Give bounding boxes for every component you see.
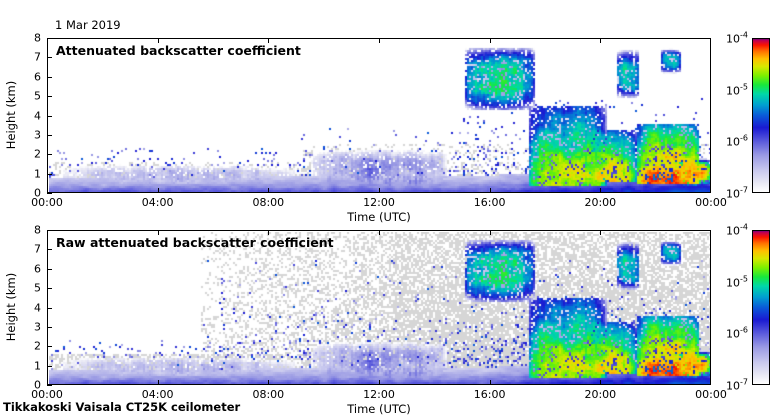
y-tick-mark bbox=[47, 76, 52, 78]
y-tick-label: 4 bbox=[34, 301, 41, 314]
heatmap-canvas-screened bbox=[49, 40, 710, 192]
y-tick-mark bbox=[47, 326, 52, 328]
y-tick-label: 7 bbox=[34, 50, 41, 64]
panel-raw-attenuated-backscatter: Raw attenuated backscatter coefficient bbox=[47, 230, 711, 385]
y-tick-label: 3 bbox=[34, 320, 41, 334]
y-tick-mark bbox=[47, 38, 52, 39]
y-tick-mark bbox=[47, 249, 52, 251]
y-tick-mark bbox=[47, 154, 52, 156]
colorbar-tick-label: 10-5 bbox=[726, 82, 748, 97]
y-tick-label: 3 bbox=[34, 128, 41, 142]
x-tick-mark bbox=[379, 188, 380, 193]
y-tick-mark bbox=[47, 57, 52, 59]
y-tick-label: 1 bbox=[34, 167, 41, 181]
colorbar-tick-label: 10-4 bbox=[726, 30, 748, 46]
x-tick-label: 04:00 bbox=[141, 196, 174, 209]
colorbar bbox=[752, 230, 770, 385]
y-tick-label: 2 bbox=[34, 147, 41, 161]
y-tick-mark bbox=[47, 115, 52, 117]
x-tick-label: 20:00 bbox=[584, 388, 617, 401]
x-tick-mark bbox=[489, 230, 491, 235]
colorbar-tick-label: 10-6 bbox=[726, 134, 748, 149]
y-tick-label: 5 bbox=[34, 281, 41, 295]
x-tick-label: 00:00 bbox=[31, 196, 63, 209]
x-tick-mark bbox=[157, 38, 159, 43]
x-tick-mark bbox=[600, 38, 602, 43]
panel-attenuated-backscatter: Attenuated backscatter coefficient bbox=[47, 38, 711, 193]
x-tick-mark bbox=[379, 38, 380, 43]
y-tick-mark bbox=[47, 134, 52, 136]
y-tick-label: 6 bbox=[34, 262, 41, 276]
x-tick-mark bbox=[268, 38, 270, 43]
colorbar-tick-label: 10-7 bbox=[726, 377, 748, 393]
y-tick-label: 5 bbox=[34, 89, 41, 103]
y-axis-label: Height (km) bbox=[4, 80, 18, 149]
x-tick-label: 12:00 bbox=[363, 388, 395, 401]
colorbar-tick-label: 10-7 bbox=[726, 185, 748, 201]
y-tick-mark bbox=[47, 173, 52, 175]
y-tick-label: 0 bbox=[34, 186, 41, 200]
y-tick-mark bbox=[47, 96, 52, 98]
x-tick-mark bbox=[379, 380, 380, 385]
y-tick-label: 8 bbox=[34, 223, 41, 237]
x-tick-mark bbox=[157, 188, 159, 193]
y-tick-mark bbox=[47, 385, 52, 386]
date-label: 1 Mar 2019 bbox=[55, 18, 121, 32]
x-tick-mark bbox=[268, 188, 270, 193]
y-tick-mark bbox=[47, 268, 52, 270]
heatmap-canvas-raw bbox=[49, 232, 710, 384]
x-tick-label: 08:00 bbox=[252, 388, 285, 401]
y-tick-label: 4 bbox=[34, 109, 41, 122]
y-tick-label: 1 bbox=[34, 359, 41, 373]
colorbar-gradient bbox=[753, 39, 769, 192]
x-tick-label: 16:00 bbox=[473, 388, 506, 401]
y-axis-label: Height (km) bbox=[4, 272, 18, 341]
x-tick-mark bbox=[489, 38, 491, 43]
colorbar-tick-label: 10-6 bbox=[726, 326, 748, 341]
x-tick-mark bbox=[268, 230, 270, 235]
colorbar-tick-label: 10-4 bbox=[726, 222, 748, 238]
x-tick-label: 08:00 bbox=[252, 196, 285, 209]
x-tick-mark bbox=[489, 380, 491, 385]
x-axis-label: Time (UTC) bbox=[347, 402, 411, 416]
x-axis-label: Time (UTC) bbox=[347, 210, 411, 224]
y-tick-label: 0 bbox=[34, 378, 41, 392]
y-tick-mark bbox=[47, 365, 52, 367]
colorbar bbox=[752, 38, 770, 193]
y-tick-mark bbox=[47, 230, 52, 231]
y-tick-label: 2 bbox=[34, 339, 41, 353]
y-tick-mark bbox=[47, 193, 52, 194]
panel-title-screened: Attenuated backscatter coefficient bbox=[56, 43, 301, 58]
x-tick-label: 16:00 bbox=[473, 196, 506, 209]
x-tick-mark bbox=[157, 230, 159, 235]
x-tick-mark bbox=[268, 380, 270, 385]
x-tick-mark bbox=[489, 188, 491, 193]
plot-area-raw[interactable]: Raw attenuated backscatter coefficient bbox=[47, 230, 711, 385]
instrument-caption: Tikkakoski Vaisala CT25K ceilometer bbox=[3, 400, 241, 414]
x-tick-label: 00:00 bbox=[695, 196, 727, 209]
x-tick-label: 04:00 bbox=[141, 388, 174, 401]
x-tick-mark bbox=[600, 230, 602, 235]
y-tick-label: 8 bbox=[34, 31, 41, 45]
x-tick-mark bbox=[157, 380, 159, 385]
y-tick-label: 7 bbox=[34, 242, 41, 256]
x-tick-mark bbox=[600, 380, 602, 385]
x-tick-label: 00:00 bbox=[31, 388, 63, 401]
y-tick-mark bbox=[47, 307, 52, 309]
plot-area-screened[interactable]: Attenuated backscatter coefficient bbox=[47, 38, 711, 193]
x-tick-label: 20:00 bbox=[584, 196, 617, 209]
y-tick-mark bbox=[47, 346, 52, 348]
x-tick-mark bbox=[600, 188, 602, 193]
x-tick-label: 00:00 bbox=[695, 388, 727, 401]
x-tick-label: 12:00 bbox=[363, 196, 395, 209]
colorbar-tick-label: 10-5 bbox=[726, 274, 748, 289]
panel-title-raw: Raw attenuated backscatter coefficient bbox=[56, 235, 334, 250]
x-tick-mark bbox=[379, 230, 380, 235]
colorbar-gradient bbox=[753, 231, 769, 384]
y-tick-label: 6 bbox=[34, 70, 41, 84]
y-tick-mark bbox=[47, 288, 52, 290]
